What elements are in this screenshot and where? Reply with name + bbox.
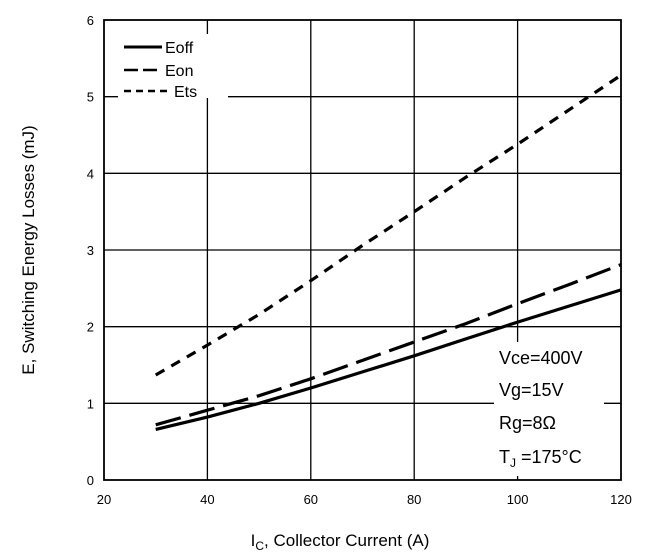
y-axis-label: E, Switching Energy Losses (mJ) xyxy=(19,125,38,374)
legend-label-ets: Ets xyxy=(174,84,197,101)
series-line-eoff xyxy=(155,288,622,431)
x-tick-label: 100 xyxy=(507,492,529,507)
legend-background xyxy=(118,34,228,98)
x-tick-labels: 20 40 60 80 100 120 xyxy=(97,492,632,507)
series-line-eon xyxy=(155,263,622,427)
test-conditions: Vce=400V Vg=15V Rg=8Ω TJ =175°C xyxy=(494,342,604,476)
legend-label-eon: Eon xyxy=(165,63,193,80)
x-tick-label: 40 xyxy=(200,492,214,507)
y-tick-label: 4 xyxy=(87,166,94,181)
legend: Eoff Eon Ets xyxy=(118,34,228,101)
x-tick-label: 20 xyxy=(97,492,111,507)
grid xyxy=(104,20,621,480)
y-tick-label: 0 xyxy=(87,473,94,488)
y-tick-label: 6 xyxy=(87,13,94,28)
y-tick-label: 1 xyxy=(87,396,94,411)
annotation-rg: Rg=8Ω xyxy=(499,413,556,433)
conditions-background xyxy=(494,342,604,476)
plot-frame xyxy=(103,19,622,481)
x-tick-label: 60 xyxy=(304,492,318,507)
y-tick-label: 3 xyxy=(87,243,94,258)
annotation-vce: Vce=400V xyxy=(499,348,583,368)
annotation-tj: TJ =175°C xyxy=(499,447,582,470)
y-tick-label: 5 xyxy=(87,90,94,105)
series-lines xyxy=(154,73,622,431)
x-axis-label: IC, Collector Current (A) xyxy=(251,531,430,553)
legend-label-eoff: Eoff xyxy=(165,40,194,57)
y-tick-label: 2 xyxy=(87,320,94,335)
series-line-ets xyxy=(154,73,622,377)
x-tick-label: 80 xyxy=(407,492,421,507)
y-tick-labels: 0 1 2 3 4 5 6 xyxy=(87,13,94,488)
x-tick-label: 120 xyxy=(610,492,632,507)
annotation-vg: Vg=15V xyxy=(499,380,564,400)
